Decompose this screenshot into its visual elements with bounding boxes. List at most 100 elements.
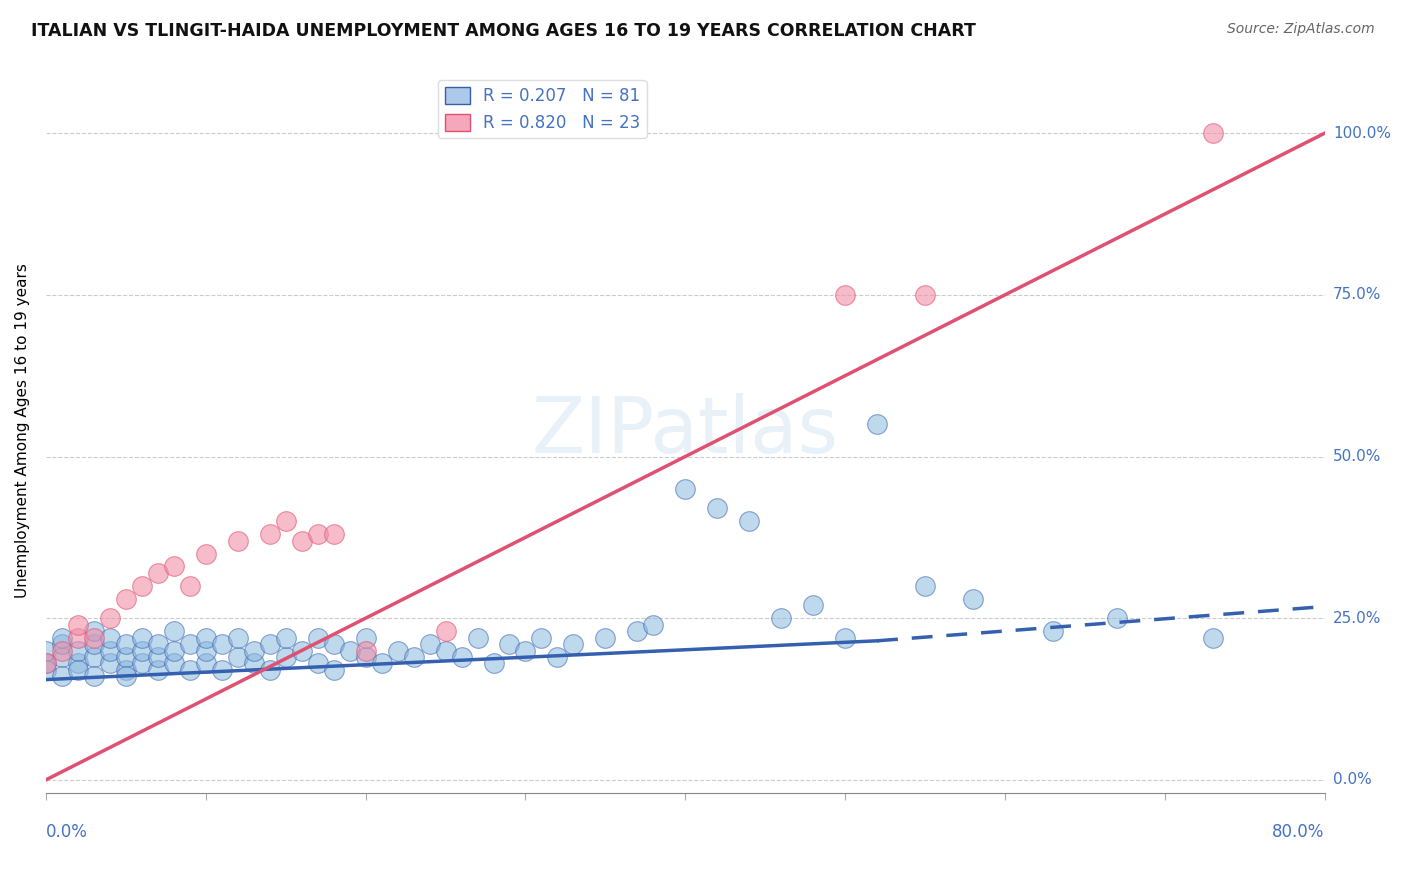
- Point: [354, 643, 377, 657]
- Point: [66, 663, 89, 677]
- Point: [98, 657, 121, 671]
- Point: [163, 643, 186, 657]
- Point: [83, 669, 105, 683]
- Point: [211, 637, 233, 651]
- Point: [259, 637, 281, 651]
- Point: [834, 288, 856, 302]
- Point: [98, 611, 121, 625]
- Point: [194, 643, 217, 657]
- Text: Source: ZipAtlas.com: Source: ZipAtlas.com: [1227, 22, 1375, 37]
- Point: [146, 637, 169, 651]
- Point: [1105, 611, 1128, 625]
- Point: [562, 637, 585, 651]
- Point: [434, 643, 457, 657]
- Point: [770, 611, 793, 625]
- Point: [51, 631, 73, 645]
- Text: ZIPatlas: ZIPatlas: [531, 392, 839, 468]
- Point: [163, 624, 186, 639]
- Point: [226, 533, 249, 548]
- Point: [259, 663, 281, 677]
- Point: [66, 643, 89, 657]
- Point: [866, 417, 889, 432]
- Point: [1202, 631, 1225, 645]
- Point: [914, 579, 936, 593]
- Point: [66, 657, 89, 671]
- Point: [35, 643, 58, 657]
- Point: [51, 643, 73, 657]
- Point: [83, 637, 105, 651]
- Point: [226, 631, 249, 645]
- Point: [643, 617, 665, 632]
- Point: [98, 643, 121, 657]
- Point: [131, 643, 153, 657]
- Point: [35, 663, 58, 677]
- Text: 50.0%: 50.0%: [1333, 449, 1381, 464]
- Point: [307, 631, 329, 645]
- Text: 75.0%: 75.0%: [1333, 287, 1381, 302]
- Point: [370, 657, 392, 671]
- Point: [307, 527, 329, 541]
- Point: [115, 663, 138, 677]
- Point: [914, 288, 936, 302]
- Point: [115, 591, 138, 606]
- Point: [131, 579, 153, 593]
- Point: [834, 631, 856, 645]
- Point: [131, 657, 153, 671]
- Point: [354, 631, 377, 645]
- Point: [482, 657, 505, 671]
- Point: [595, 631, 617, 645]
- Point: [354, 650, 377, 665]
- Point: [450, 650, 472, 665]
- Point: [402, 650, 425, 665]
- Point: [35, 657, 58, 671]
- Point: [66, 631, 89, 645]
- Point: [194, 631, 217, 645]
- Point: [515, 643, 537, 657]
- Point: [146, 663, 169, 677]
- Point: [146, 566, 169, 580]
- Point: [291, 533, 314, 548]
- Point: [115, 650, 138, 665]
- Point: [242, 643, 264, 657]
- Point: [259, 527, 281, 541]
- Point: [498, 637, 520, 651]
- Text: ITALIAN VS TLINGIT-HAIDA UNEMPLOYMENT AMONG AGES 16 TO 19 YEARS CORRELATION CHAR: ITALIAN VS TLINGIT-HAIDA UNEMPLOYMENT AM…: [31, 22, 976, 40]
- Point: [51, 637, 73, 651]
- Point: [530, 631, 553, 645]
- Point: [467, 631, 489, 645]
- Text: 0.0%: 0.0%: [46, 823, 87, 841]
- Point: [83, 631, 105, 645]
- Point: [131, 631, 153, 645]
- Point: [211, 663, 233, 677]
- Point: [83, 624, 105, 639]
- Point: [115, 637, 138, 651]
- Point: [194, 657, 217, 671]
- Point: [146, 650, 169, 665]
- Y-axis label: Unemployment Among Ages 16 to 19 years: Unemployment Among Ages 16 to 19 years: [15, 263, 30, 598]
- Point: [115, 669, 138, 683]
- Point: [83, 650, 105, 665]
- Point: [66, 617, 89, 632]
- Text: 0.0%: 0.0%: [1333, 772, 1372, 788]
- Point: [291, 643, 314, 657]
- Point: [673, 482, 696, 496]
- Text: 100.0%: 100.0%: [1333, 126, 1391, 141]
- Point: [274, 514, 297, 528]
- Point: [179, 637, 201, 651]
- Point: [322, 637, 344, 651]
- Point: [387, 643, 409, 657]
- Point: [546, 650, 568, 665]
- Point: [339, 643, 361, 657]
- Point: [1042, 624, 1064, 639]
- Point: [1202, 126, 1225, 140]
- Point: [322, 527, 344, 541]
- Point: [51, 669, 73, 683]
- Point: [98, 631, 121, 645]
- Text: 25.0%: 25.0%: [1333, 611, 1381, 625]
- Legend: R = 0.207   N = 81, R = 0.820   N = 23: R = 0.207 N = 81, R = 0.820 N = 23: [437, 80, 647, 138]
- Point: [51, 650, 73, 665]
- Point: [801, 599, 824, 613]
- Point: [419, 637, 441, 651]
- Point: [163, 559, 186, 574]
- Point: [706, 501, 728, 516]
